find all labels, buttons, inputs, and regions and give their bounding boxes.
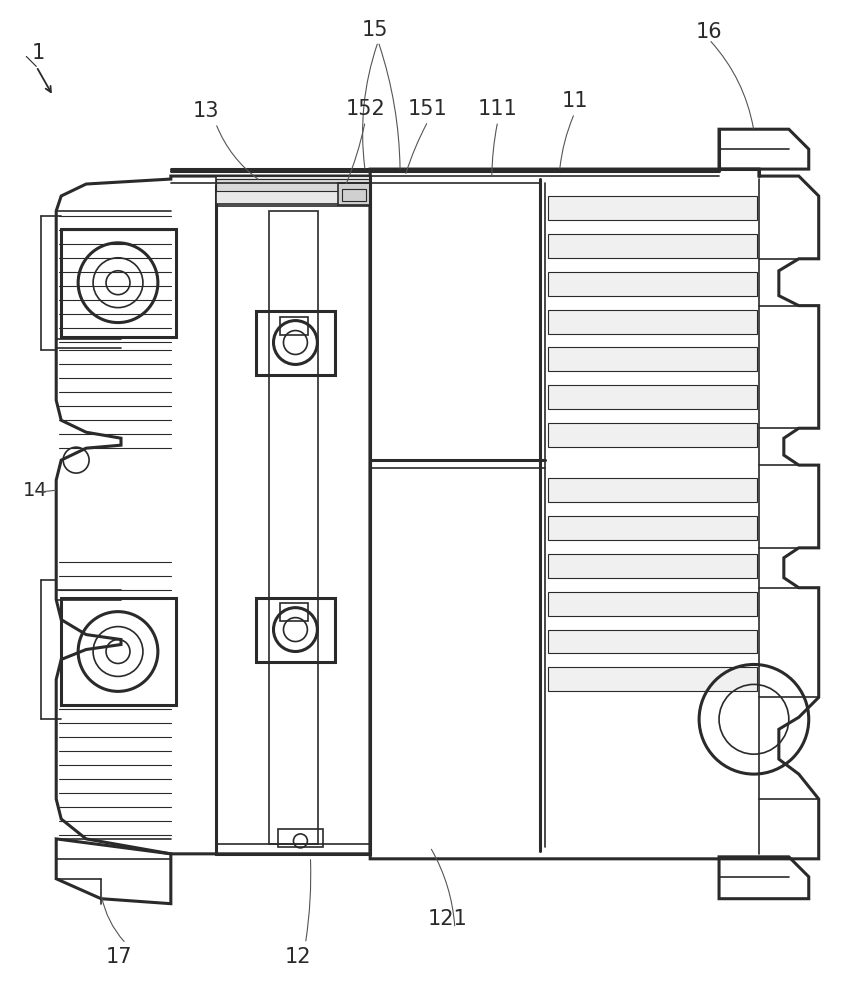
Text: 12: 12 [285, 947, 311, 967]
Bar [547, 592, 756, 616]
Bar [547, 196, 756, 220]
Bar [255, 311, 335, 375]
Bar [216, 176, 369, 204]
Bar [547, 385, 756, 409]
Text: 152: 152 [345, 99, 385, 119]
Bar [547, 516, 756, 540]
Text: 16: 16 [695, 22, 722, 42]
Bar [547, 478, 756, 502]
Bar [61, 598, 176, 705]
Text: 17: 17 [106, 947, 132, 967]
Bar [547, 554, 756, 578]
Text: 14: 14 [23, 481, 48, 500]
Bar [547, 272, 756, 296]
Bar [547, 310, 756, 334]
Bar [278, 829, 323, 847]
Text: 151: 151 [408, 99, 447, 119]
Bar [547, 347, 756, 371]
Bar [547, 234, 756, 258]
Text: 15: 15 [362, 20, 388, 40]
Bar [280, 603, 308, 621]
Bar [268, 211, 318, 844]
Text: 11: 11 [560, 91, 587, 111]
Bar [216, 186, 369, 854]
Bar [338, 183, 369, 205]
Bar [61, 229, 176, 337]
Bar [342, 189, 366, 201]
Text: 13: 13 [192, 101, 218, 121]
Text: 121: 121 [427, 909, 467, 929]
Bar [547, 423, 756, 447]
Text: 111: 111 [478, 99, 517, 119]
Bar [255, 598, 335, 662]
Bar [280, 317, 308, 335]
Text: 1: 1 [32, 43, 44, 63]
Bar [547, 667, 756, 691]
Bar [216, 179, 369, 191]
Bar [547, 630, 756, 653]
